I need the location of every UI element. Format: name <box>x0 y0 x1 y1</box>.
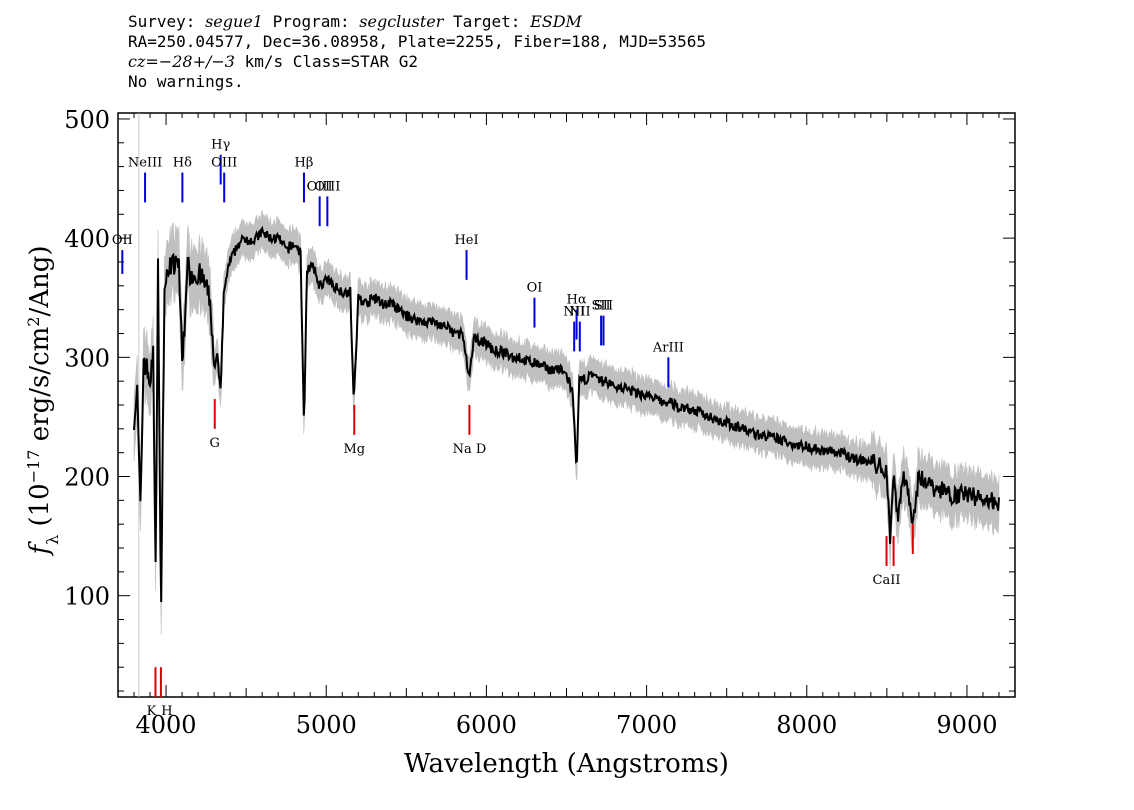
x-tick-label: 4000 <box>136 711 197 739</box>
y-tick-label: 500 <box>64 106 110 134</box>
absorption-line-label: Mg <box>343 442 365 457</box>
emission-line-label: NeIII <box>128 156 162 171</box>
y-tick-label: 200 <box>64 464 110 492</box>
emission-line-label: Hδ <box>173 156 192 171</box>
y-tick-label: 100 <box>64 583 110 611</box>
x-tick-label: 8000 <box>776 711 837 739</box>
absorption-line-label: CaII <box>873 573 901 588</box>
spectrum-line <box>133 225 1000 603</box>
y-label-pre: (10 <box>25 483 55 535</box>
emission-line-label: SII <box>592 299 611 314</box>
cz-class: km/s Class=STAR G2 <box>234 52 418 71</box>
y-label-post: /Ang) <box>25 245 55 316</box>
error-band <box>133 209 1000 635</box>
y-tick-label: 400 <box>64 225 110 253</box>
emission-line-label: Hα <box>567 293 587 308</box>
emission-line-label: OIII <box>314 179 340 194</box>
y-label-exp: −17 <box>24 450 43 484</box>
y-label-sub: λ <box>43 535 62 545</box>
axis-ticks: 4000 5000 6000 7000 8000 9000 100 200 300 400 500 <box>64 106 1016 739</box>
x-tick-label: 9000 <box>936 711 997 739</box>
cz-label: cz= <box>128 52 159 71</box>
x-tick-label: 5000 <box>296 711 357 739</box>
emission-line-label: OIII <box>211 156 237 171</box>
cz-value: −28+/−3 <box>158 52 235 71</box>
plot-frame <box>117 112 1016 698</box>
emission-line-label: ArIII <box>652 340 684 355</box>
plot-border <box>117 112 1016 698</box>
error-band-area <box>133 209 1000 635</box>
emission-line-label: Hβ <box>295 156 314 171</box>
survey-value: segue1 <box>205 12 263 31</box>
y-axis-label: fλ (10−17 erg/s/cm2/Ang) <box>24 245 62 556</box>
absorption-line-label: Na D <box>453 442 487 457</box>
x-axis-label: Wavelength (Angstroms) <box>404 749 729 779</box>
y-label-mid: erg/s/cm <box>25 327 55 450</box>
header-line-3: cz=−28+/−3 km/s Class=STAR G2 <box>128 52 706 72</box>
emission-line-label: Hγ <box>211 138 230 153</box>
absorption-line-label: G <box>210 436 220 451</box>
x-tick-label: 6000 <box>456 711 517 739</box>
emission-line-label: HeI <box>454 233 478 248</box>
emission-line-label: OII <box>112 233 133 248</box>
emission-line-label: OIII <box>307 179 333 194</box>
target-label: Target: <box>453 12 521 31</box>
emission-line-label: OI <box>527 281 543 296</box>
header-line-2: RA=250.04577, Dec=36.08958, Plate=2255, … <box>128 32 706 51</box>
y-tick-label: 300 <box>64 344 110 372</box>
y-label-exp2: 2 <box>24 317 43 327</box>
program-value: segcluster <box>359 12 444 31</box>
emission-line-label: NII <box>569 305 591 320</box>
target-value: ESDM <box>530 12 582 31</box>
header-line-4: No warnings. <box>128 72 244 91</box>
emission-line-label: SII <box>594 299 613 314</box>
absorption-line-label: H <box>161 704 172 719</box>
survey-label: Survey: <box>128 12 196 31</box>
program-label: Program: <box>272 12 350 31</box>
spectrum-series <box>133 225 1000 603</box>
emission-line-label: NII <box>563 305 585 320</box>
x-tick-label: 7000 <box>616 711 677 739</box>
spectrum-header: Survey: segue1 Program: segcluster Targe… <box>128 12 706 92</box>
header-line-1: Survey: segue1 Program: segcluster Targe… <box>128 12 706 32</box>
absorption-line-label: K <box>147 704 157 719</box>
